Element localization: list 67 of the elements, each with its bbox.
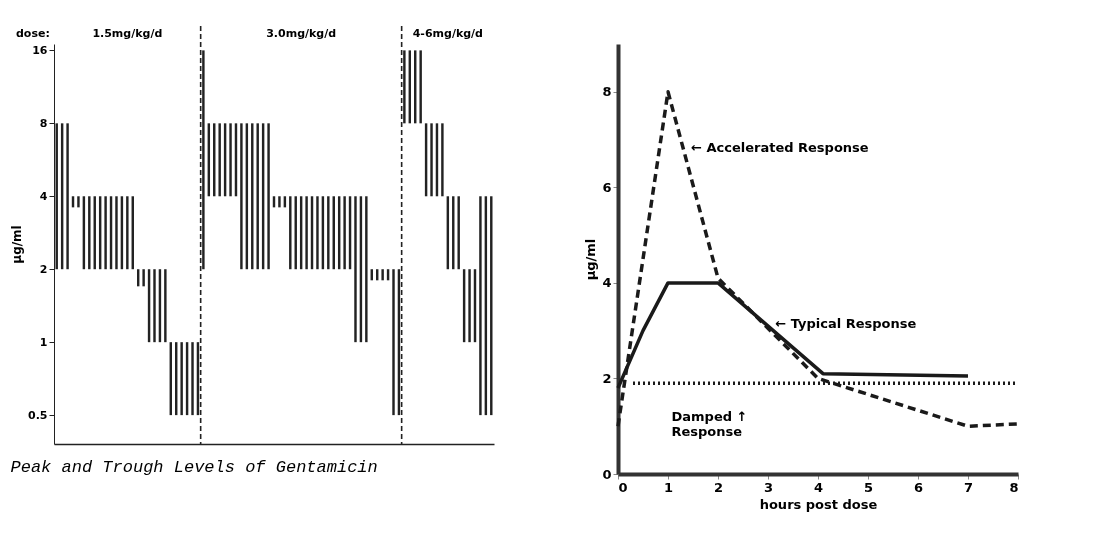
bar bbox=[126, 196, 129, 270]
y-tick-label: 4 bbox=[602, 275, 612, 291]
bar bbox=[457, 196, 460, 270]
bar bbox=[430, 123, 433, 197]
bar bbox=[392, 269, 395, 416]
bar bbox=[180, 342, 183, 416]
annotation: ← Typical Response bbox=[775, 315, 917, 331]
y-axis-title: µg/ml bbox=[10, 225, 25, 264]
bar bbox=[343, 196, 346, 270]
bar bbox=[202, 50, 205, 270]
text: 1.5mg/kg/d bbox=[92, 27, 163, 40]
bar bbox=[267, 123, 270, 270]
bar bbox=[305, 196, 308, 270]
y-tick-label: 0 bbox=[602, 466, 612, 482]
bar bbox=[104, 196, 107, 270]
bar bbox=[66, 123, 69, 270]
bar bbox=[354, 196, 357, 343]
y-tick-label: 8 bbox=[602, 84, 612, 100]
x-tick-label: 5 bbox=[863, 479, 874, 495]
bar bbox=[142, 269, 145, 287]
x-tick-label: 6 bbox=[913, 479, 924, 495]
y-tick-label: 2 bbox=[602, 370, 612, 386]
x-tick-label: 1 bbox=[663, 479, 674, 495]
bar bbox=[229, 123, 232, 197]
bar bbox=[191, 342, 194, 416]
y-tick-label: 4 bbox=[39, 189, 48, 203]
bar bbox=[240, 123, 243, 270]
text: dose: bbox=[16, 27, 50, 40]
text: Peak and Trough Levels of Gentamicin bbox=[10, 457, 378, 477]
bar bbox=[153, 269, 156, 343]
bar bbox=[218, 123, 221, 197]
x-tick-label: 4 bbox=[813, 479, 824, 495]
y-tick-label: 8 bbox=[39, 116, 48, 130]
bar bbox=[468, 269, 471, 343]
y-tick-label: 16 bbox=[32, 43, 48, 57]
text: 4-6mg/kg/d bbox=[412, 27, 483, 40]
y-tick-label: 1 bbox=[39, 335, 48, 349]
bar bbox=[316, 196, 319, 270]
annotation: Damped ↑ Response bbox=[671, 409, 748, 440]
x-tick-label: 2 bbox=[713, 479, 724, 495]
bar bbox=[441, 123, 444, 197]
bar bbox=[77, 196, 80, 208]
line-series bbox=[616, 90, 1020, 428]
x-tick-label: 7 bbox=[963, 479, 974, 495]
x-tick-label: 0 bbox=[618, 479, 628, 495]
annotation: ← Accelerated Response bbox=[691, 139, 869, 155]
bar bbox=[419, 50, 422, 124]
y-tick-label: 0.5 bbox=[28, 408, 48, 422]
text: 3.0mg/kg/d bbox=[266, 27, 337, 40]
bar bbox=[164, 269, 167, 343]
bar bbox=[115, 196, 118, 270]
bar bbox=[327, 196, 330, 270]
y-tick-label: 2 bbox=[39, 262, 48, 276]
bar bbox=[88, 196, 91, 270]
x-tick-label: 3 bbox=[763, 479, 774, 495]
bar bbox=[256, 123, 259, 270]
bar bbox=[289, 196, 292, 270]
y-axis-title: µg/ml bbox=[583, 238, 599, 281]
bar bbox=[278, 196, 281, 208]
y-tick-label: 6 bbox=[602, 179, 612, 195]
bar bbox=[403, 50, 406, 124]
bar bbox=[479, 196, 482, 416]
bar bbox=[381, 269, 384, 281]
bar bbox=[365, 196, 368, 343]
x-axis-title: hours post dose bbox=[759, 496, 878, 512]
bar bbox=[490, 196, 493, 416]
x-tick-label: 8 bbox=[1009, 479, 1019, 495]
